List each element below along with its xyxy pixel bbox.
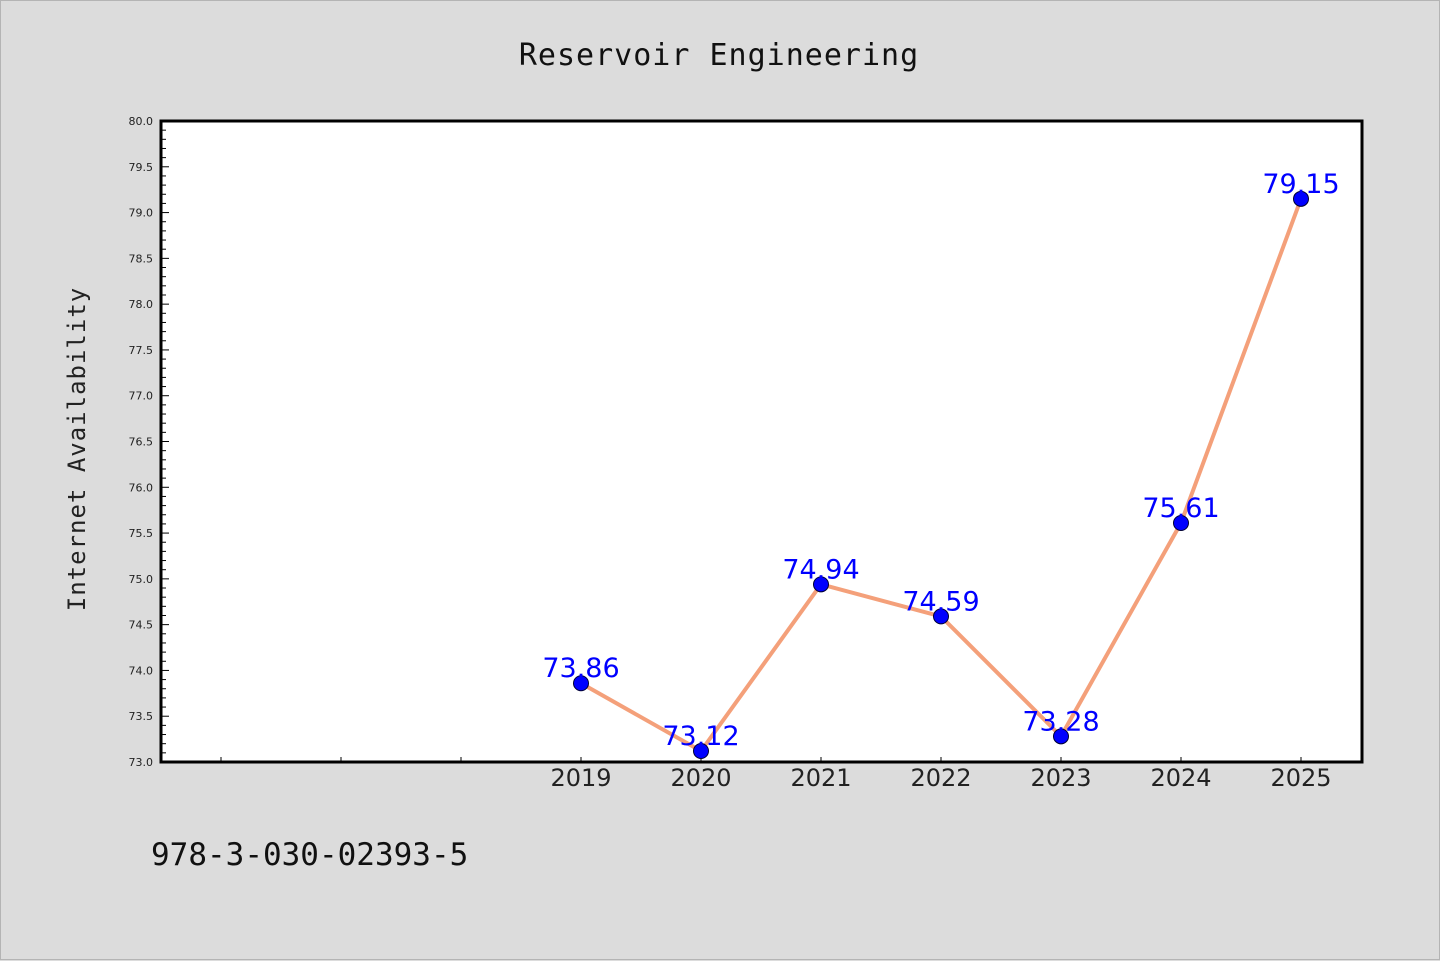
- y-tick-label: 77.5: [129, 344, 154, 357]
- data-point-label: 74.59: [902, 586, 979, 617]
- y-tick-label: 73.5: [129, 710, 154, 723]
- data-point-label: 73.86: [542, 653, 619, 684]
- data-point-label: 73.28: [1022, 706, 1099, 737]
- x-tick-label: 2025: [1270, 764, 1331, 792]
- data-point-marker: [933, 608, 949, 625]
- x-tick-label: 2020: [670, 764, 731, 792]
- y-tick-label: 76.5: [129, 436, 154, 449]
- data-point-label: 74.94: [782, 554, 859, 585]
- x-axis: 2019 2020 2021 2022 2023 2024 2025: [220, 757, 1332, 792]
- y-tick-label: 79.0: [129, 207, 154, 220]
- series-markers: [573, 190, 1309, 760]
- y-tick-label: 78.5: [129, 252, 154, 265]
- y-tick-label: 74.5: [129, 619, 154, 632]
- y-tick-label: 74.0: [129, 664, 154, 677]
- data-labels: 73.86 73.12 74.94 74.59 73.28 75.61 79.15: [542, 169, 1339, 752]
- data-point-label: 79.15: [1262, 169, 1339, 200]
- data-point-marker: [573, 675, 589, 692]
- chart-title: Reservoir Engineering: [519, 38, 919, 73]
- x-tick-label: 2019: [550, 764, 611, 792]
- y-axis-label: Internet Availability: [63, 287, 91, 611]
- footer-isbn: 978-3-030-02393-5: [151, 837, 468, 873]
- x-tick-label: 2022: [910, 764, 971, 792]
- y-tick-label: 79.5: [129, 161, 154, 174]
- y-tick-label: 75.5: [129, 527, 154, 540]
- data-point-marker: [1053, 728, 1069, 745]
- y-tick-label: 77.0: [129, 390, 154, 403]
- y-tick-label: 78.0: [129, 298, 154, 311]
- plot-frame: [159, 119, 1364, 764]
- x-tick-label: 2023: [1030, 764, 1091, 792]
- y-tick-label: 80.0: [129, 115, 154, 128]
- data-point-marker: [693, 743, 709, 760]
- y-tick-label: 73.0: [129, 756, 154, 769]
- x-tick-label: 2024: [1150, 764, 1211, 792]
- data-point-label: 75.61: [1142, 493, 1219, 524]
- data-point-marker: [1293, 190, 1309, 207]
- y-tick-label: 76.0: [129, 481, 154, 494]
- x-tick-label: 2021: [790, 764, 851, 792]
- data-point-marker: [813, 576, 829, 593]
- y-tick-label: 75.0: [129, 573, 154, 586]
- plot-area: [161, 121, 1362, 762]
- y-axis: 73.0 73.5 74.0 74.5 75.0 75.5 76.0 76.5 77.0 77.5…: [129, 115, 169, 769]
- data-point-label: 73.12: [662, 721, 739, 752]
- data-point-marker: [1173, 514, 1189, 531]
